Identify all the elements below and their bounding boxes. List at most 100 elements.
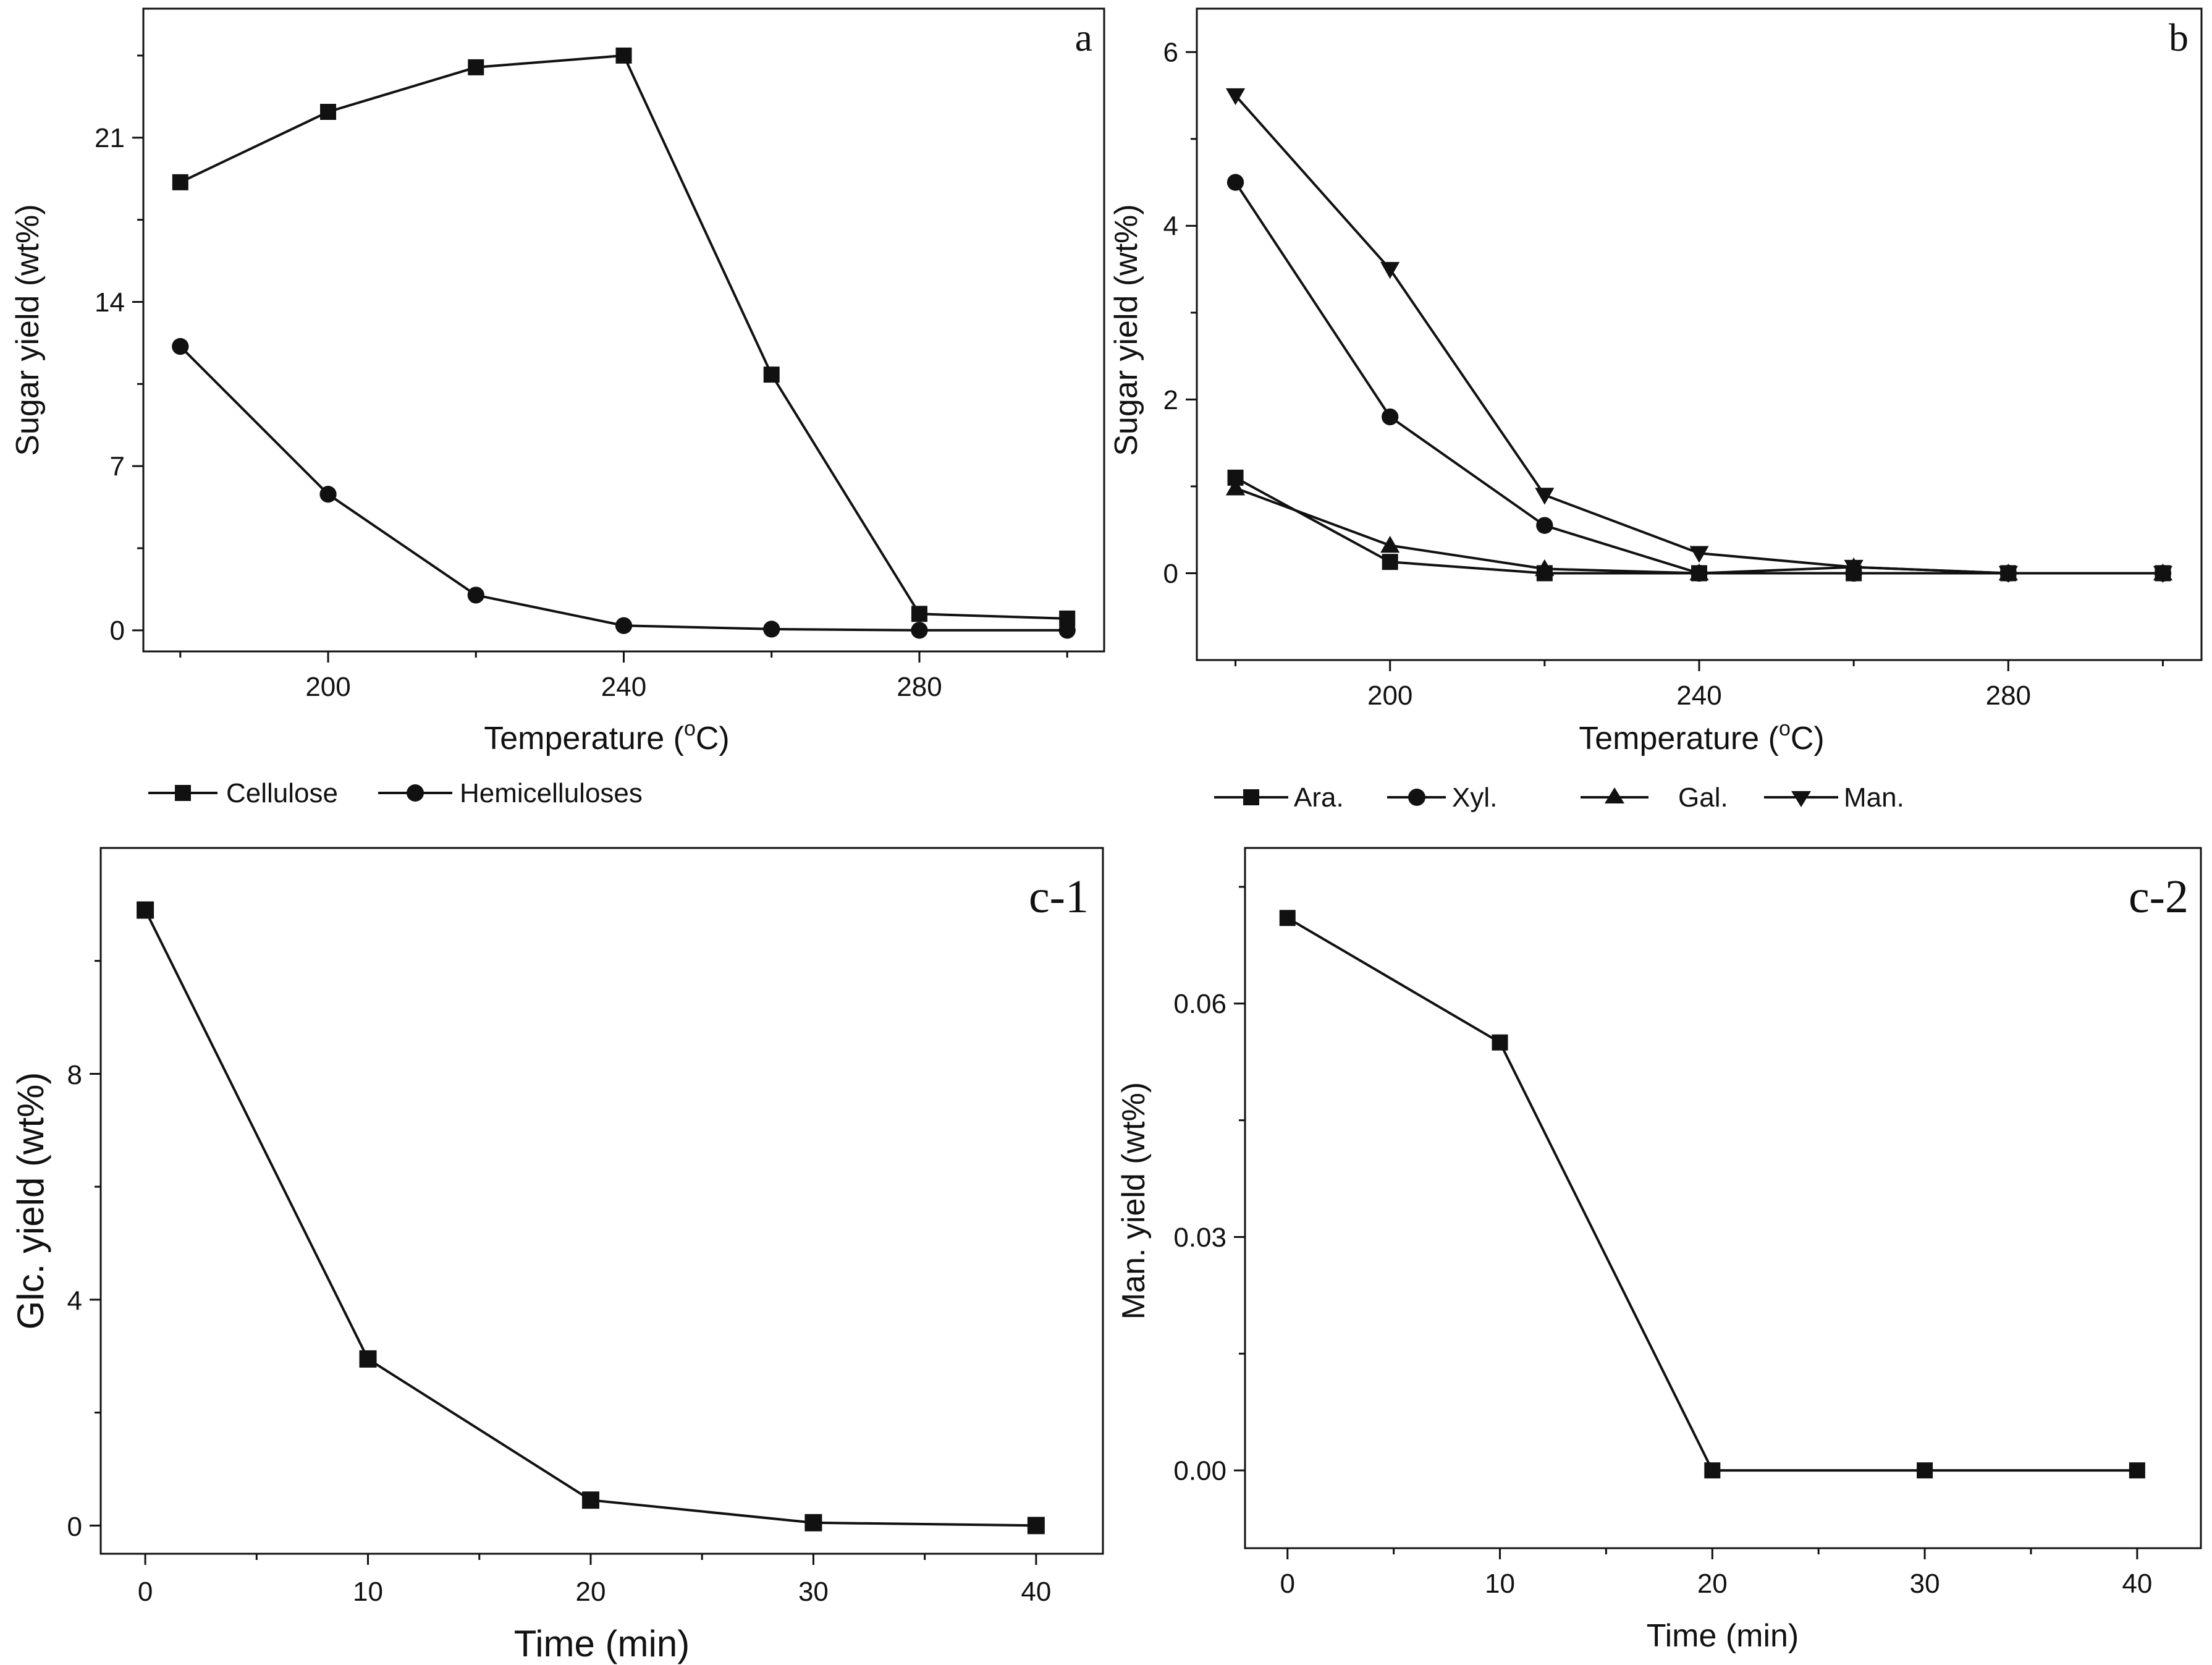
chart-panel-a: 200 240 280 0 7 14 21 a Temperature (oC) Sugar… bbox=[10, 7, 1105, 756]
triangle-down-marker-icon bbox=[1791, 791, 1811, 807]
x-tick-label: 240 bbox=[601, 672, 646, 702]
x-tick-label: 40 bbox=[2122, 1569, 2152, 1599]
legend-label: Man. bbox=[1844, 782, 1904, 813]
legend-label: Xyl. bbox=[1452, 782, 1497, 813]
data-point bbox=[1492, 1034, 1508, 1051]
data-point bbox=[1704, 1462, 1721, 1479]
legend-label: Ara. bbox=[1294, 782, 1344, 813]
x-axis-title: Time (min) bbox=[1647, 1618, 1799, 1654]
data-point bbox=[1058, 622, 1076, 639]
data-point bbox=[763, 366, 780, 383]
x-tick-label: 30 bbox=[1910, 1569, 1940, 1599]
x-axis-title: Temperature (oC) bbox=[484, 717, 729, 756]
degree-mark: o bbox=[684, 717, 696, 740]
series-glc bbox=[137, 901, 1045, 1535]
data-point bbox=[1279, 910, 1296, 926]
triangle-up-marker-icon bbox=[1605, 787, 1624, 803]
x-tick-label: 200 bbox=[305, 672, 350, 702]
data-point bbox=[1225, 478, 1246, 496]
data-point bbox=[1536, 517, 1553, 534]
panel-label: c-1 bbox=[1029, 871, 1089, 923]
panel-label: a bbox=[1075, 15, 1092, 59]
data-series bbox=[172, 47, 1076, 639]
data-point bbox=[1382, 554, 1398, 570]
x-tick-label: 20 bbox=[1697, 1569, 1728, 1599]
series-line bbox=[179, 54, 1068, 620]
series-gal bbox=[1225, 478, 2173, 581]
x-tick-label: 280 bbox=[897, 672, 942, 702]
data-point bbox=[763, 621, 780, 638]
plot-frame bbox=[142, 7, 1105, 653]
data-point bbox=[359, 1350, 377, 1368]
series-line bbox=[1286, 917, 2137, 1472]
legend-item-cellulose: Cellulose bbox=[148, 778, 338, 808]
legend-label: Cellulose bbox=[226, 778, 338, 808]
legend-label: Hemicelluloses bbox=[460, 778, 643, 808]
y-axis-title: Sugar yield (wt%) bbox=[10, 204, 46, 455]
data-series bbox=[1225, 88, 2173, 583]
series-line bbox=[179, 345, 1068, 632]
data-point bbox=[2129, 1462, 2145, 1479]
y-tick-label: 4 bbox=[1163, 211, 1178, 242]
circle-marker-icon bbox=[1408, 789, 1425, 806]
series-man bbox=[1225, 88, 2173, 583]
x-tick-label: 10 bbox=[1485, 1569, 1515, 1599]
x-tick-label: 240 bbox=[1676, 680, 1721, 711]
panel-label: c-2 bbox=[2129, 871, 2189, 923]
chart-panel-b: 200 240 280 0 2 4 6 b Temperature (oC) Sugar y… bbox=[1108, 7, 2203, 756]
data-point bbox=[1535, 559, 1555, 577]
x-axis-unit: C) bbox=[1791, 721, 1825, 756]
square-marker-icon bbox=[1243, 789, 1259, 805]
y-axis-title: Sugar yield (wt%) bbox=[1108, 204, 1144, 455]
data-point bbox=[911, 622, 928, 639]
data-point bbox=[615, 47, 632, 64]
y-tick-label: 7 bbox=[110, 452, 125, 482]
tick-labels: 200 240 280 0 7 14 21 bbox=[95, 123, 942, 702]
axis-ticks bbox=[132, 54, 1068, 663]
data-point bbox=[1380, 261, 1400, 279]
x-tick-label: 200 bbox=[1367, 680, 1412, 711]
data-point bbox=[1382, 408, 1399, 426]
tick-labels: 200 240 280 0 2 4 6 bbox=[1163, 38, 2032, 711]
data-point bbox=[1917, 1462, 1933, 1479]
y-tick-label: 14 bbox=[95, 287, 125, 318]
x-tick-label: 0 bbox=[138, 1577, 153, 1607]
y-axis-title: Glc. yield (wt%) bbox=[10, 1072, 51, 1330]
data-series bbox=[1279, 910, 2145, 1479]
y-tick-label: 0 bbox=[1163, 559, 1178, 589]
y-tick-label: 21 bbox=[95, 123, 125, 153]
series-hemicelluloses bbox=[172, 337, 1076, 639]
data-point bbox=[467, 587, 484, 604]
plot-frame bbox=[99, 847, 1104, 1555]
y-tick-label: 0 bbox=[110, 616, 125, 646]
degree-mark: o bbox=[1779, 717, 1791, 740]
legend-panel-a: Cellulose Hemicelluloses bbox=[148, 778, 643, 808]
legend-label: Gal. bbox=[1678, 782, 1728, 813]
data-point bbox=[1535, 488, 1555, 505]
y-tick-label: 0.00 bbox=[1173, 1456, 1226, 1486]
y-tick-label: 6 bbox=[1163, 38, 1178, 68]
axis-ticks bbox=[1186, 51, 2164, 671]
data-point bbox=[468, 59, 484, 75]
series-line bbox=[1235, 95, 2163, 575]
x-tick-label: 10 bbox=[353, 1577, 383, 1607]
x-axis-unit: C) bbox=[696, 721, 730, 756]
data-point bbox=[1844, 559, 1864, 577]
circle-marker-icon bbox=[407, 784, 424, 802]
chart-panel-c-2: 0 10 20 30 40 0.00 0.03 0.06 c-2 Time (min) Man… bbox=[1116, 847, 2202, 1654]
x-axis-title: Temperature (oC) bbox=[1579, 717, 1824, 756]
y-tick-label: 4 bbox=[67, 1286, 82, 1316]
y-tick-label: 0.03 bbox=[1173, 1222, 1226, 1253]
tick-labels: 0 10 20 30 40 0 4 8 bbox=[67, 1060, 1052, 1607]
y-axis-title: Man. yield (wt%) bbox=[1116, 1082, 1152, 1320]
panel-label: b bbox=[2169, 15, 2189, 59]
series-man bbox=[1279, 910, 2145, 1479]
legend-item-man: Man. bbox=[1764, 782, 1904, 813]
data-point bbox=[1380, 535, 1400, 553]
y-tick-label: 0 bbox=[67, 1512, 82, 1542]
x-tick-label: 20 bbox=[576, 1577, 606, 1607]
x-tick-label: 280 bbox=[1986, 680, 2031, 711]
series-line bbox=[144, 909, 1036, 1527]
x-tick-label: 0 bbox=[1280, 1569, 1295, 1599]
